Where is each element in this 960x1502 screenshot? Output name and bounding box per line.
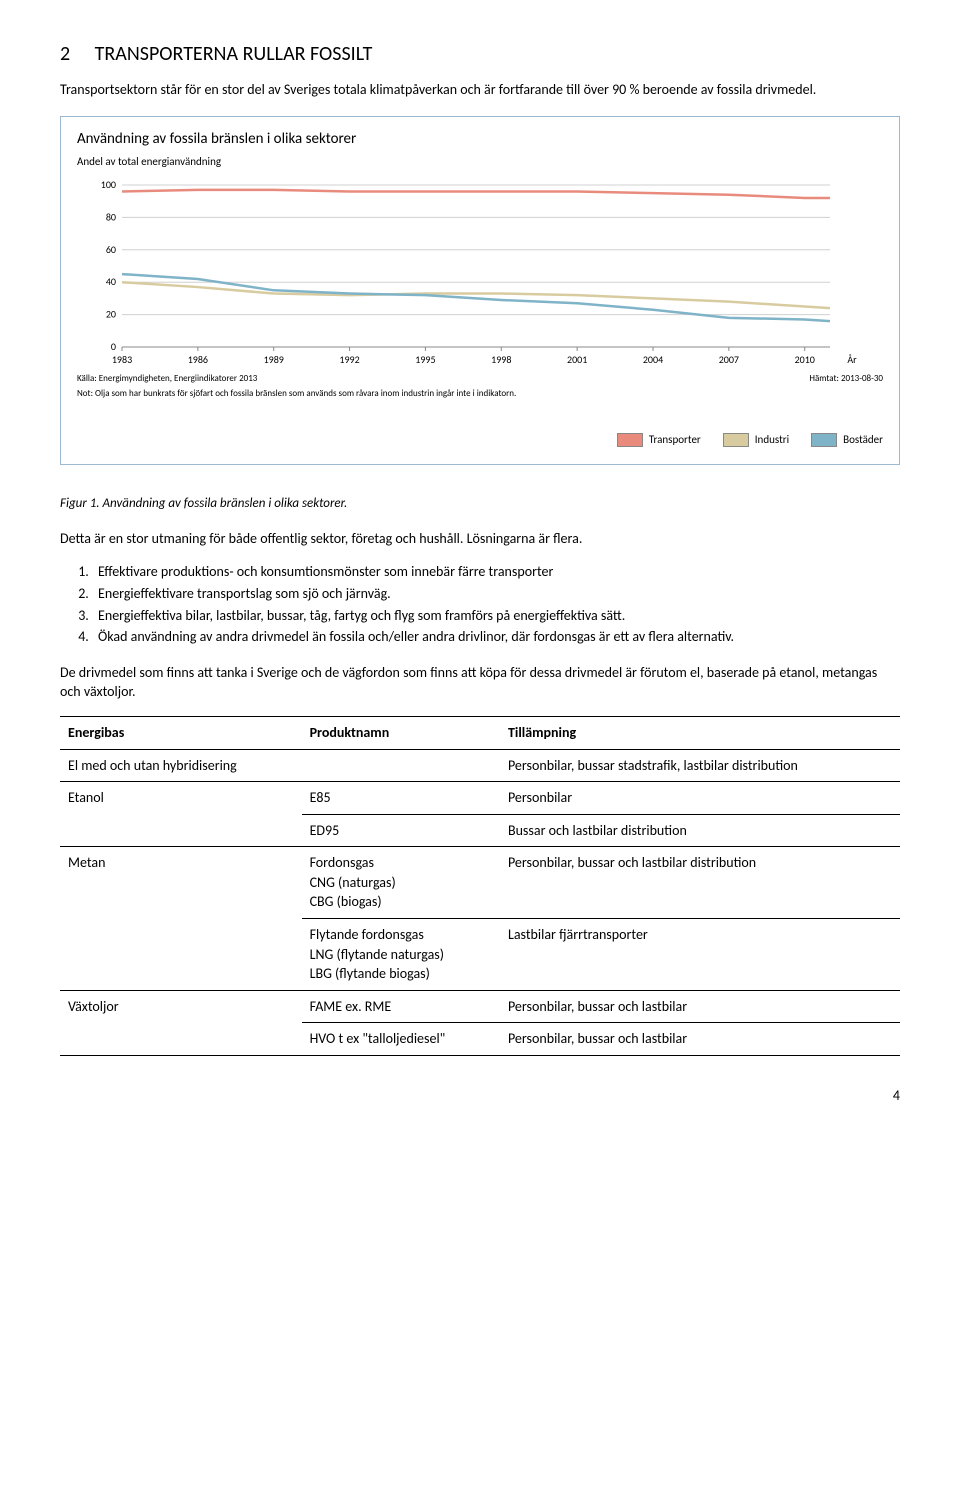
legend-label-transporter: Transporter	[649, 432, 701, 447]
table-row: El med och utan hybridisering Personbilar…	[60, 749, 900, 782]
body-paragraph-1: Detta är en stor utmaning för både offen…	[60, 529, 900, 549]
svg-text:100: 100	[101, 179, 116, 191]
fuel-table: Energibas Produktnamn Tillämpning El med…	[60, 716, 900, 1056]
list-item: Energieffektivare transportslag som sjö …	[92, 584, 900, 604]
cell-produktnamn: FordonsgasCNG (naturgas)CBG (biogas)	[302, 847, 500, 919]
chart-subtitle: Andel av total energianvändning	[77, 154, 883, 169]
svg-text:40: 40	[106, 275, 116, 288]
chart-footer: Källa: Energimyndigheten, Energiindikato…	[77, 373, 883, 386]
table-header-produktnamn: Produktnamn	[302, 716, 500, 749]
cell-tillampning: Lastbilar fjärrtransporter	[500, 919, 900, 991]
table-row: VäxtoljorFAME ex. RMEPersonbilar, bussar…	[60, 990, 900, 1023]
svg-text:60: 60	[106, 243, 116, 256]
legend-item-industri: Industri	[723, 432, 789, 447]
svg-text:1992: 1992	[339, 353, 359, 366]
table-row: EtanolE85Personbilar	[60, 782, 900, 815]
cell-produktnamn: ED95	[302, 814, 500, 847]
svg-text:80: 80	[106, 210, 116, 223]
table-header-energibas: Energibas	[60, 716, 302, 749]
figure-caption: Figur 1. Användning av fossila bränslen …	[60, 495, 900, 513]
legend-swatch-bostader	[811, 433, 837, 447]
svg-text:0: 0	[111, 340, 116, 353]
cell-energibas: Etanol	[60, 782, 302, 847]
svg-text:1989: 1989	[264, 353, 284, 366]
list-item: Ökad användning av andra drivmedel än fo…	[92, 627, 900, 647]
section-number: 2	[60, 42, 70, 66]
legend-item-transporter: Transporter	[617, 432, 701, 447]
body-paragraph-2: De drivmedel som finns att tanka i Sveri…	[60, 663, 900, 702]
cell-produktnamn: HVO t ex "talloljediesel"	[302, 1023, 500, 1056]
page-number: 4	[60, 1086, 900, 1106]
table-header-tillampning: Tillämpning	[500, 716, 900, 749]
svg-text:1995: 1995	[415, 353, 435, 366]
svg-text:1983: 1983	[112, 353, 132, 366]
legend-label-bostader: Bostäder	[843, 432, 883, 447]
cell-produktnamn: FAME ex. RME	[302, 990, 500, 1023]
cell-tillampning: Personbilar, bussar stadstrafik, lastbil…	[500, 749, 900, 782]
cell-produktnamn	[302, 749, 500, 782]
svg-text:2004: 2004	[643, 353, 663, 366]
svg-text:2007: 2007	[719, 353, 739, 366]
cell-tillampning: Personbilar, bussar och lastbilar	[500, 1023, 900, 1056]
numbered-list: Effektivare produktions- och konsumtions…	[92, 562, 900, 646]
chart-panel: Användning av fossila bränslen i olika s…	[60, 116, 900, 465]
cell-produktnamn: Flytande fordonsgasLNG (flytande naturga…	[302, 919, 500, 991]
svg-text:1998: 1998	[491, 353, 511, 366]
section-heading: 2 TRANSPORTERNA RULLAR FOSSILT	[60, 40, 900, 68]
legend-swatch-industri	[723, 433, 749, 447]
section-title-text: TRANSPORTERNA RULLAR FOSSILT	[95, 42, 373, 66]
cell-produktnamn: E85	[302, 782, 500, 815]
list-item: Energieffektiva bilar, lastbilar, bussar…	[92, 606, 900, 626]
cell-tillampning: Bussar och lastbilar distribution	[500, 814, 900, 847]
chart-fetched: Hämtat: 2013-08-30	[809, 373, 883, 386]
svg-text:20: 20	[106, 308, 116, 321]
svg-text:År: År	[847, 353, 857, 366]
chart-title: Användning av fossila bränslen i olika s…	[77, 129, 883, 150]
svg-text:2001: 2001	[567, 353, 587, 366]
svg-text:2010: 2010	[795, 353, 815, 366]
cell-tillampning: Personbilar, bussar och lastbilar distri…	[500, 847, 900, 919]
chart-legend: Transporter Industri Bostäder	[77, 432, 883, 447]
svg-text:1986: 1986	[188, 353, 208, 366]
cell-tillampning: Personbilar, bussar och lastbilar	[500, 990, 900, 1023]
table-header-row: Energibas Produktnamn Tillämpning	[60, 716, 900, 749]
cell-energibas: Växtoljor	[60, 990, 302, 1055]
legend-label-industri: Industri	[755, 432, 789, 447]
chart-source: Källa: Energimyndigheten, Energiindikato…	[77, 373, 257, 386]
cell-energibas: El med och utan hybridisering	[60, 749, 302, 782]
intro-paragraph: Transportsektorn står för en stor del av…	[60, 80, 900, 100]
chart-note: Not: Olja som har bunkrats för sjöfart o…	[77, 388, 883, 401]
legend-swatch-transporter	[617, 433, 643, 447]
table-row: MetanFordonsgasCNG (naturgas)CBG (biogas…	[60, 847, 900, 919]
line-chart: 0 20 40 60 80 100 1983 1986 1989 1992 1995 1998 2001…	[77, 179, 883, 369]
legend-item-bostader: Bostäder	[811, 432, 883, 447]
cell-energibas: Metan	[60, 847, 302, 991]
list-item: Effektivare produktions- och konsumtions…	[92, 562, 900, 582]
cell-tillampning: Personbilar	[500, 782, 900, 815]
